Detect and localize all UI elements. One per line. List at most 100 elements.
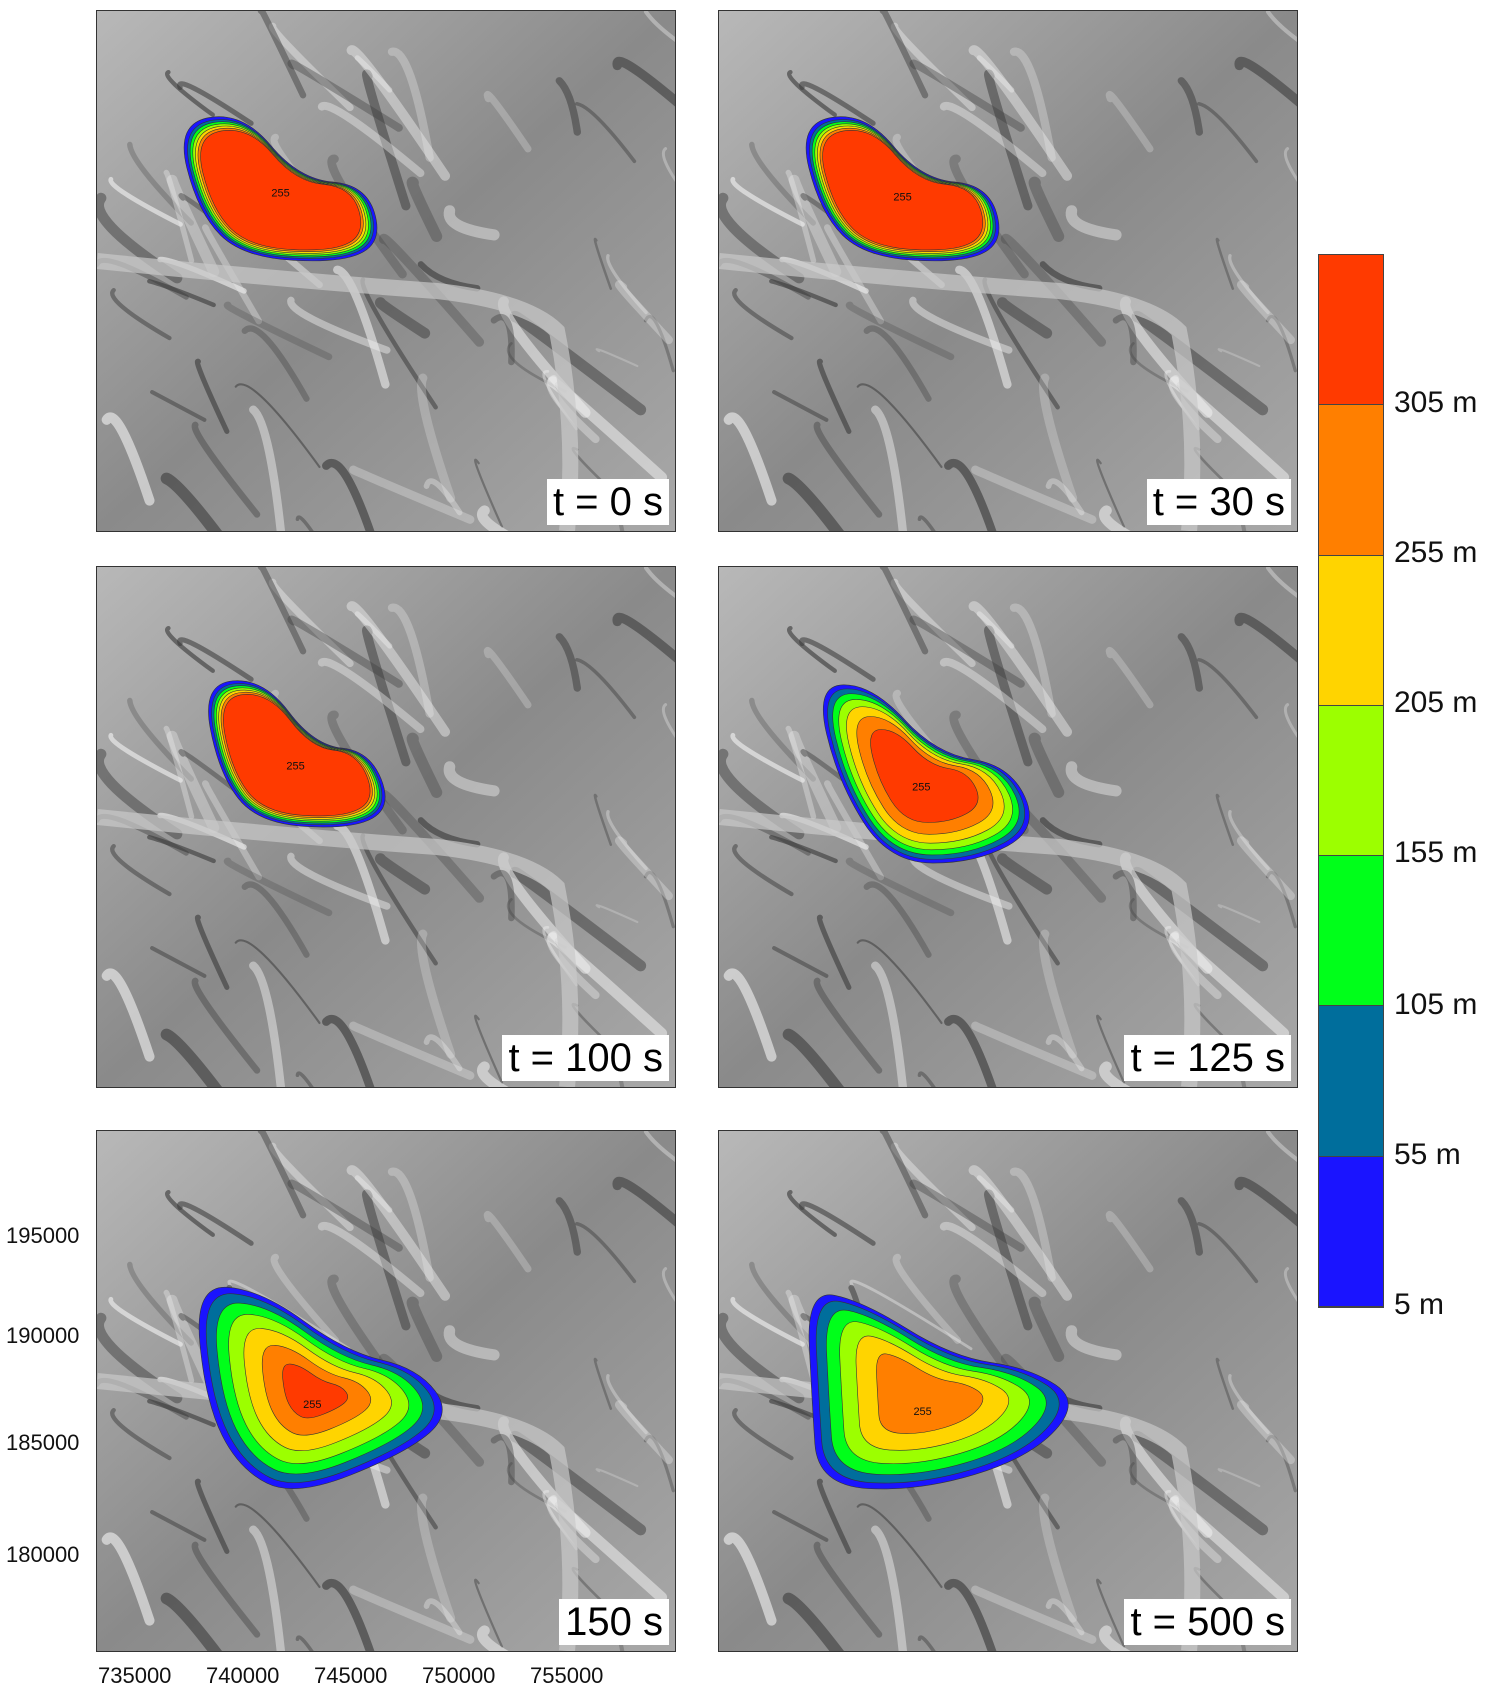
terrain-ridge — [732, 844, 794, 897]
terrain-ridge — [509, 1430, 647, 1536]
terrain-ridge — [1177, 77, 1203, 136]
terrain-ridge — [349, 465, 475, 524]
terrain-ridge — [871, 961, 908, 1087]
terrain-ridge — [788, 730, 842, 834]
terrain-ridge — [944, 1579, 997, 1651]
terrain-ridge — [1099, 1625, 1131, 1651]
legend-color-band — [1319, 705, 1383, 857]
terrain-ridge — [871, 1525, 908, 1651]
terrain-ridge — [1065, 761, 1122, 797]
terrain-ridge — [108, 176, 183, 227]
x-tick-label: 755000 — [530, 1663, 604, 1688]
terrain-ridge — [749, 697, 816, 782]
terrain-ridge — [1131, 310, 1269, 416]
terrain-ridge — [1265, 314, 1297, 373]
valley-floor — [97, 253, 579, 531]
y-tick-label: 190000 — [6, 1323, 80, 1348]
map-panel-3: 255 t = 100 s — [96, 566, 676, 1088]
terrain-ridge — [1265, 870, 1297, 929]
terrain-ridge — [890, 578, 976, 668]
terrain-ridge — [968, 45, 1073, 181]
contour-label: 255 — [913, 1406, 931, 1418]
terrain-ridge — [606, 810, 648, 871]
terrain-ridge — [234, 939, 321, 1025]
terrain-ridge — [644, 1131, 675, 1162]
terrain-ridge — [984, 625, 1033, 767]
terrain-ridge — [249, 961, 286, 1087]
terrain-ridge — [816, 358, 852, 434]
terrain-ridge — [976, 55, 1015, 93]
terrain-ridge — [257, 567, 307, 655]
terrain-ridge — [785, 725, 817, 820]
terrain-ridge — [661, 147, 675, 182]
terrain-ridge — [101, 1532, 155, 1626]
terrain-ridge — [917, 515, 936, 531]
terrain-ridge — [160, 1028, 223, 1087]
terrain-ridge — [555, 77, 581, 136]
terrain-ridge — [772, 390, 829, 422]
terrain-ridge — [375, 297, 431, 339]
terrain-ridge — [909, 615, 1025, 688]
terrain-ridge — [110, 288, 172, 341]
terrain-ridge — [387, 1167, 434, 1282]
terrain-ridge — [322, 1015, 375, 1087]
terrain-ridge — [295, 1071, 314, 1087]
time-label: t = 500 s — [1124, 1599, 1291, 1645]
terrain-ridge — [202, 224, 263, 325]
terrain-ridge — [477, 505, 509, 531]
terrain-ridge — [593, 793, 613, 846]
terrain-ridge — [787, 70, 837, 117]
terrain-ridge — [1228, 810, 1270, 871]
terrain-ridge — [1265, 1434, 1297, 1493]
terrain-ridge — [824, 224, 885, 325]
terrain-ridge — [474, 1578, 504, 1648]
terrain-ridge — [723, 968, 777, 1062]
terrain-ridge — [295, 515, 314, 531]
debris-thickness-band — [200, 129, 362, 251]
y-tick-label: 180000 — [6, 1542, 80, 1567]
terrain-ridge — [816, 1478, 852, 1554]
contour-label: 255 — [286, 760, 304, 772]
terrain-ridge — [417, 817, 481, 848]
terrain-ridge — [150, 946, 207, 978]
valley-floor — [97, 809, 579, 1087]
terrain-ridge — [160, 472, 223, 531]
terrain-ridge — [1266, 567, 1297, 598]
terrain-ridge — [1234, 56, 1297, 107]
terrain-ridge — [108, 1296, 183, 1347]
terrain-ridge — [1169, 1496, 1290, 1603]
terrain-ridge — [101, 412, 155, 506]
terrain-ridge — [194, 1478, 230, 1554]
terrain-ridge — [1045, 478, 1085, 516]
terrain-ridge — [615, 1400, 673, 1465]
terrain-ridge — [1039, 261, 1103, 292]
color-scale-legend — [1318, 254, 1384, 1308]
terrain-ridge — [643, 870, 675, 929]
terrain-ridge — [110, 1408, 172, 1461]
terrain-ridge — [362, 625, 411, 767]
terrain-ridge — [257, 11, 307, 99]
terrain-ridge — [879, 11, 929, 99]
terrain-ridge — [971, 1585, 1097, 1644]
x-tick-label: 750000 — [422, 1663, 496, 1688]
terrain-ridge — [163, 1289, 195, 1384]
terrain-ridge — [1234, 612, 1297, 663]
legend-label: 105 m — [1394, 988, 1478, 1021]
terrain-ridge — [147, 835, 216, 864]
terrain-ridge — [490, 313, 515, 366]
terrain-ridge — [555, 1197, 581, 1256]
terrain-ridge — [1197, 657, 1259, 720]
terrain-ridge — [1105, 646, 1154, 709]
hillshade-map: 255 — [97, 11, 675, 531]
terrain-ridge — [362, 1189, 411, 1331]
map-panel-4: 255 t = 125 s — [718, 566, 1298, 1088]
terrain-ridge — [317, 657, 425, 734]
time-label: t = 0 s — [546, 479, 669, 525]
terrain-ridge — [595, 1468, 639, 1488]
terrain-ridge — [423, 1598, 463, 1636]
terrain-ridge — [362, 69, 411, 211]
legend-label: 205 m — [1394, 686, 1478, 719]
terrain-ridge — [1028, 176, 1065, 242]
terrain-ridge — [322, 459, 375, 531]
terrain-ridge — [416, 1493, 456, 1623]
